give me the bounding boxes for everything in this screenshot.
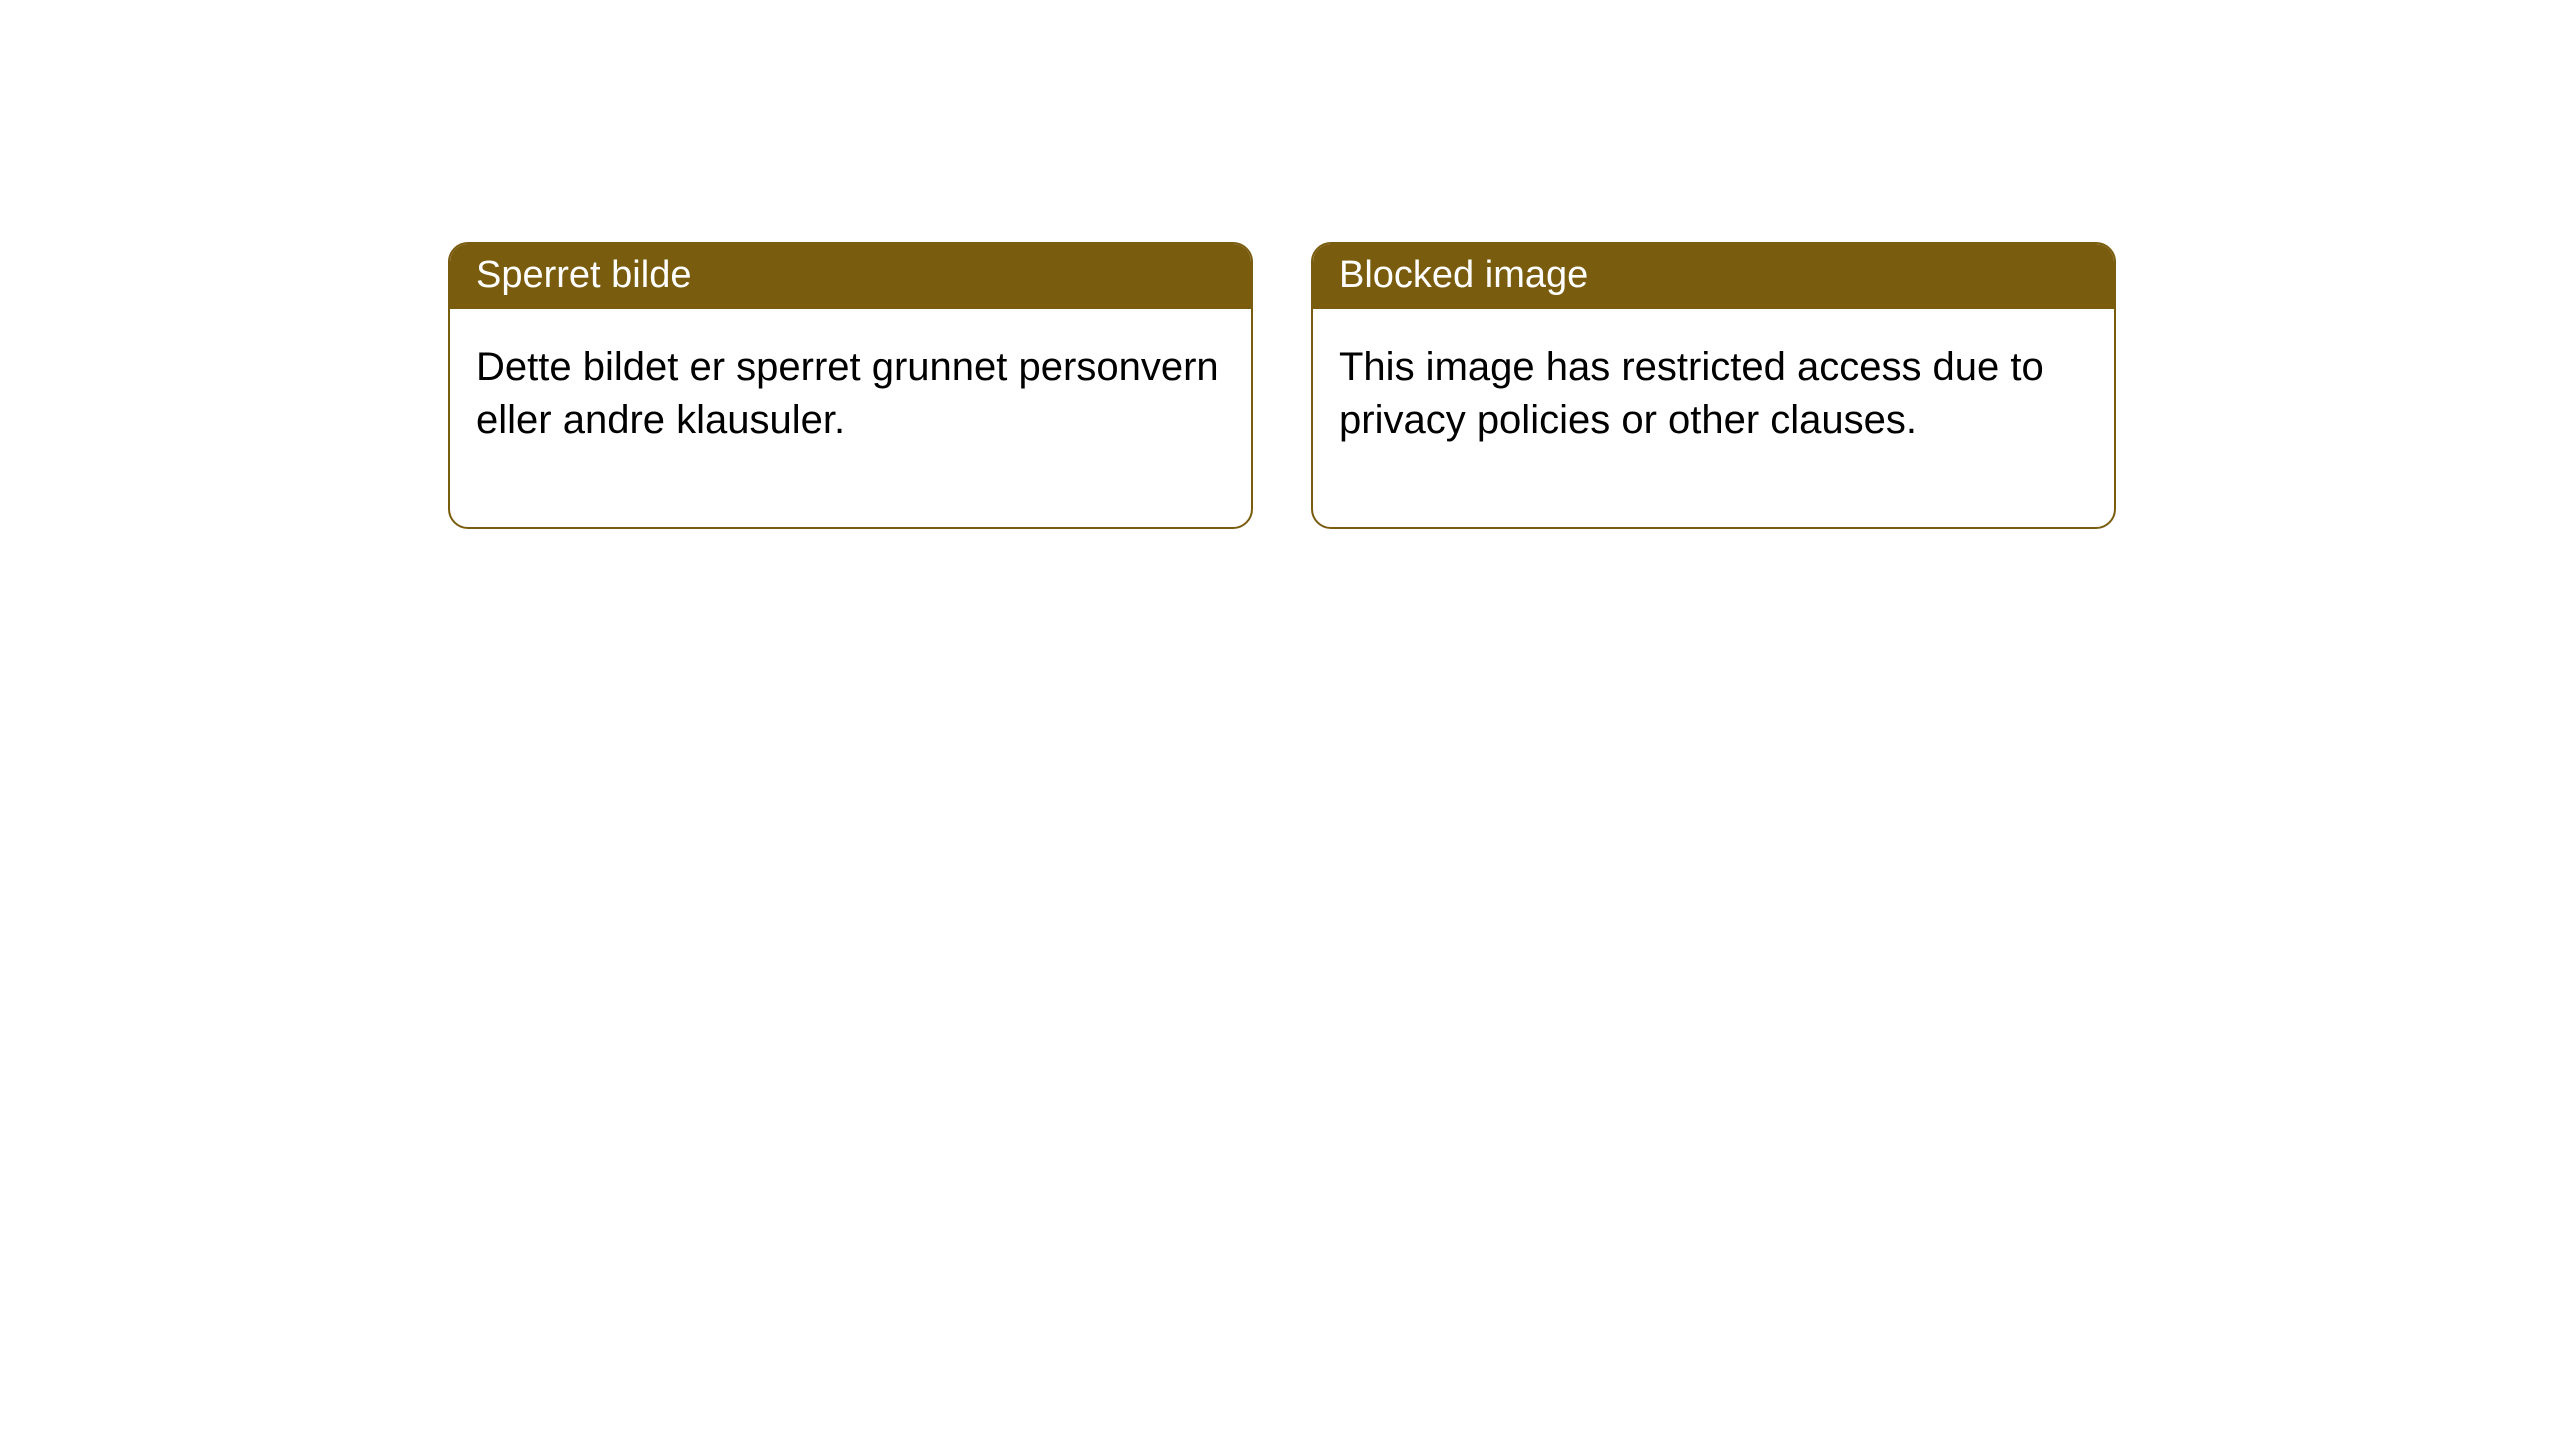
notice-title: Sperret bilde xyxy=(476,254,691,296)
notice-body-text: Dette bildet er sperret grunnet personve… xyxy=(476,345,1219,442)
notice-body-text: This image has restricted access due to … xyxy=(1339,345,2044,442)
notice-header: Sperret bilde xyxy=(450,244,1251,309)
notice-title: Blocked image xyxy=(1339,254,1588,296)
notice-body: This image has restricted access due to … xyxy=(1313,309,2114,527)
notice-header: Blocked image xyxy=(1313,244,2114,309)
notice-card-english: Blocked image This image has restricted … xyxy=(1311,242,2116,529)
notice-body: Dette bildet er sperret grunnet personve… xyxy=(450,309,1251,527)
notice-card-norwegian: Sperret bilde Dette bildet er sperret gr… xyxy=(448,242,1253,529)
notice-container: Sperret bilde Dette bildet er sperret gr… xyxy=(0,0,2560,529)
